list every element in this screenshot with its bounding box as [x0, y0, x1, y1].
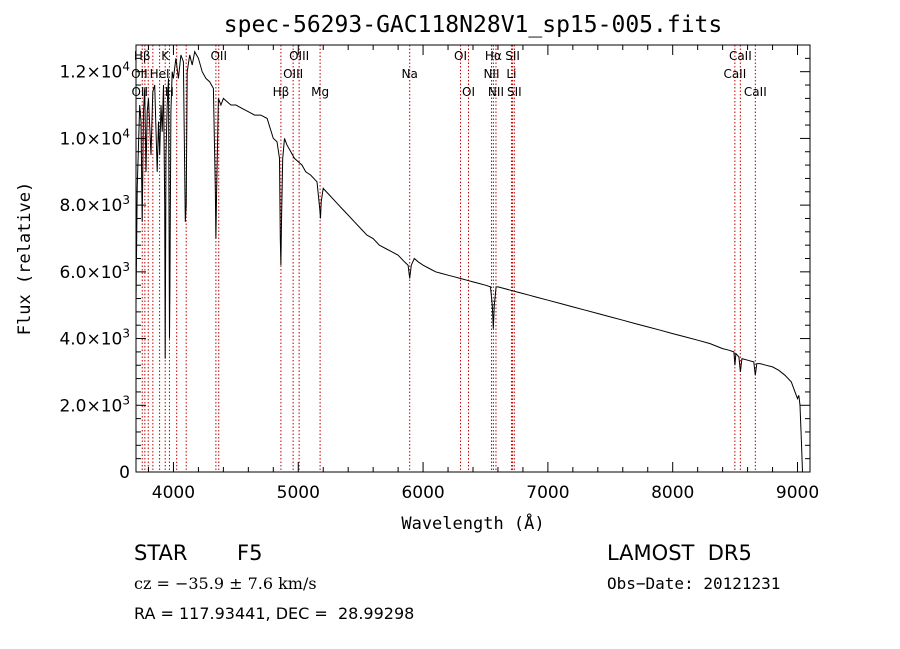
spectrum-series: [135, 50, 803, 473]
x-tick-label: 4000: [152, 483, 195, 503]
spectral-line-label: H: [165, 85, 174, 99]
object-class: STAR: [134, 541, 188, 565]
spectral-line-label: OII: [210, 49, 227, 63]
spectral-line-label: Hα: [485, 49, 502, 63]
y-tick-label: 6.0×103: [59, 260, 130, 283]
spectral-line-label: OIII: [283, 67, 303, 81]
spectral-line-label: HeI: [150, 67, 170, 81]
object-subclass: F5: [237, 541, 263, 565]
sky-coordinates: RA = 117.93441, DEC = 28.99298: [134, 604, 415, 623]
spectral-line-markers: [141, 45, 756, 472]
y-tick-label: 0: [119, 463, 130, 483]
spectral-line-label: CaII: [729, 49, 752, 63]
x-tick-label: 5000: [277, 483, 320, 503]
spectral-line-label: NII: [483, 67, 499, 81]
spectral-line-label: OI: [462, 85, 475, 99]
chart-title: spec-56293-GAC118N28V1_sp15-005.fits: [224, 12, 723, 38]
x-axis-label: Wavelength (Å): [401, 512, 544, 534]
spectral-line-label: Na: [402, 67, 418, 81]
spectral-line-label: SII: [507, 85, 522, 99]
survey-name: LAMOST DR5: [607, 541, 752, 565]
spectral-line-label: Hβ: [273, 85, 290, 99]
y-axis-label: Flux (relative): [15, 182, 35, 336]
x-tick-label: 7000: [526, 483, 569, 503]
spectral-line-label: SII: [505, 49, 520, 63]
spectral-line-label: OII: [131, 85, 148, 99]
y-tick-label: 2.0×103: [59, 393, 130, 416]
observation-date: Obs−Date: 20121231: [607, 574, 781, 593]
y-tick-label: 1.0×104: [59, 126, 130, 149]
spectral-line-label: CaII: [723, 67, 746, 81]
spectral-line-label: OI: [454, 49, 467, 63]
spectral-line-label: NII: [488, 85, 504, 99]
axis-ticks: 4000 5000 6000 7000 8000 9000 0 2.0×103 4.0×103 6…: [59, 45, 819, 503]
y-tick-label: 8.0×103: [59, 193, 130, 216]
radial-velocity: cz = −35.9 ± 7.6 km/s: [134, 574, 317, 593]
spectral-line-label: K: [161, 49, 170, 63]
y-tick-label: 1.2×104: [59, 60, 130, 83]
plot-frame: [135, 44, 811, 473]
x-tick-label: 9000: [776, 483, 819, 503]
spectral-line-label: CaII: [744, 85, 767, 99]
spectral-line-label: OII: [131, 67, 148, 81]
spectral-line-label: Li: [506, 67, 516, 81]
x-tick-label: 8000: [651, 483, 694, 503]
spectral-line-label: OIII: [289, 49, 309, 63]
y-tick-label: 4.0×103: [59, 327, 130, 350]
spectral-line-label: Hβ: [134, 49, 151, 63]
spectrum-line: [135, 50, 803, 473]
spectral-line-label: Mg: [311, 85, 329, 99]
x-tick-label: 6000: [401, 483, 444, 503]
